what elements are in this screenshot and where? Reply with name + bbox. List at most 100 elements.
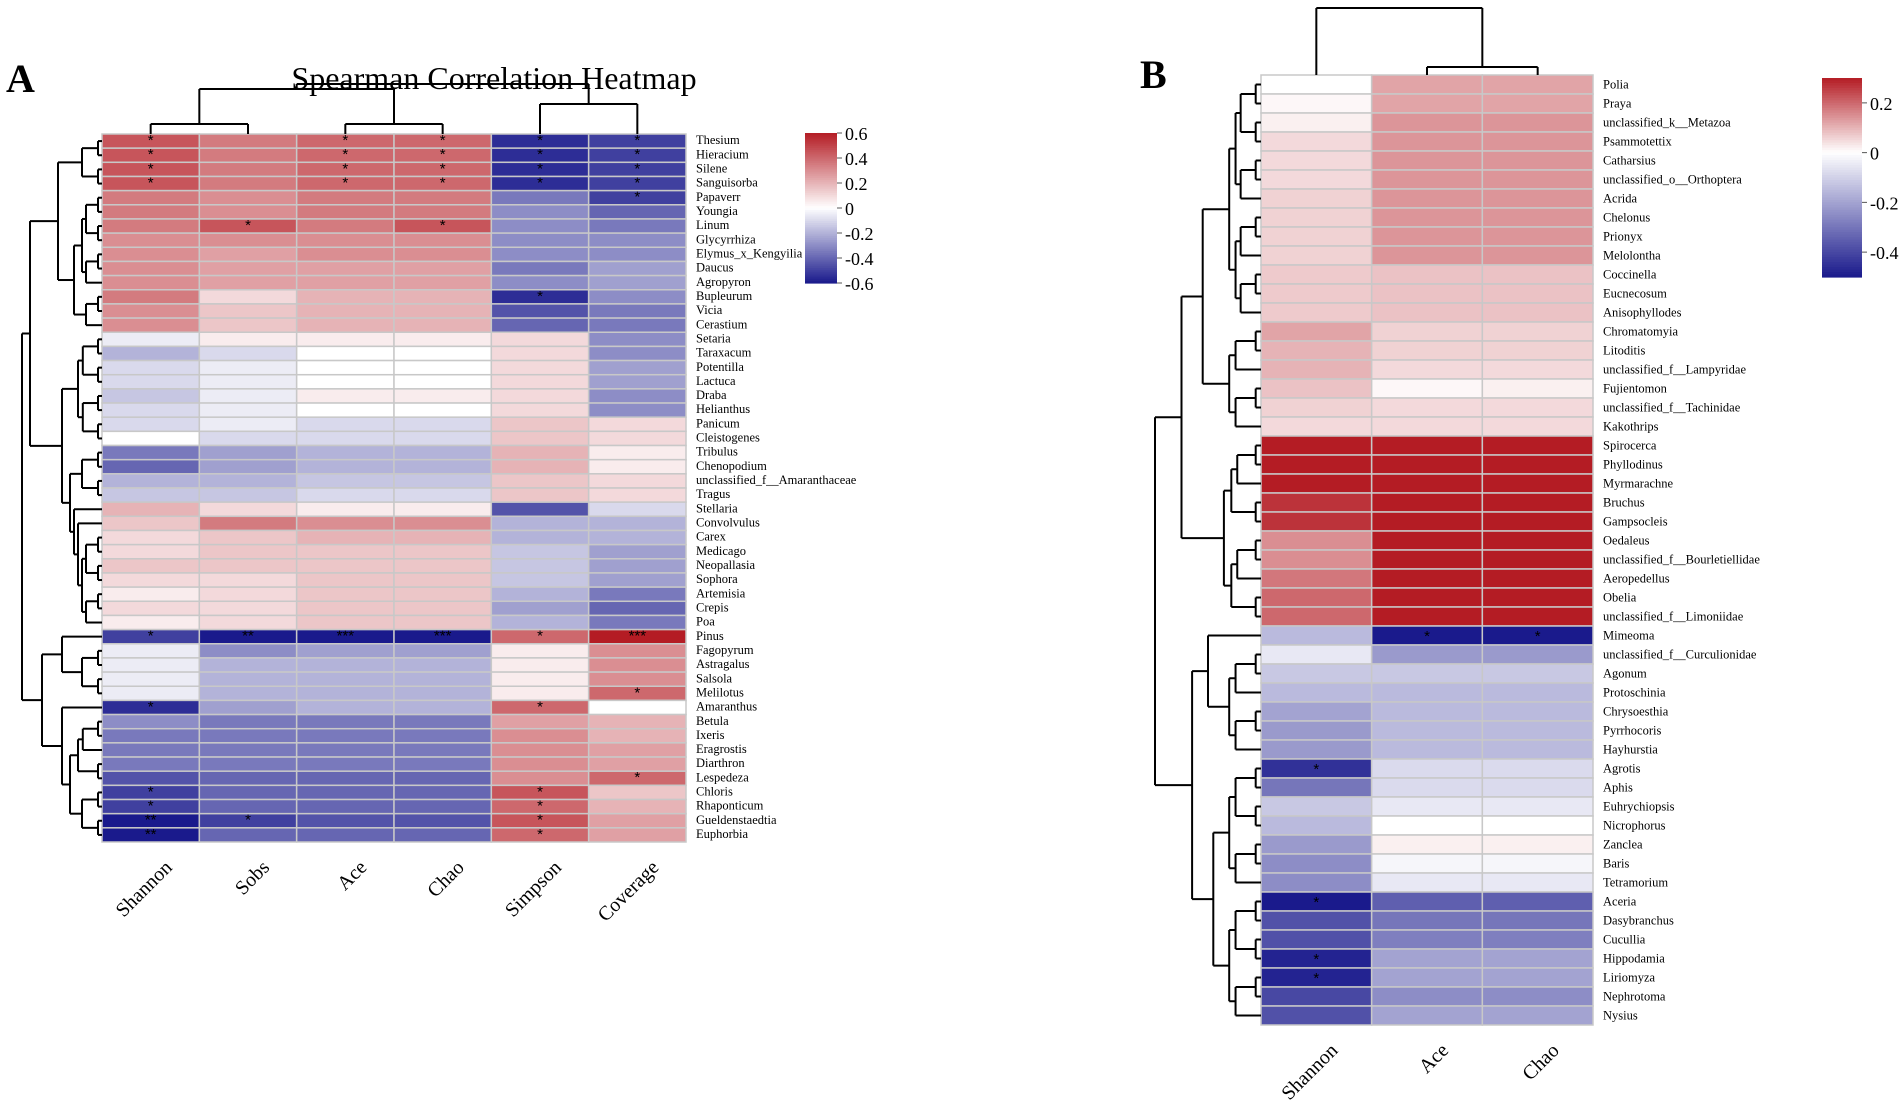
panel-a-row-label: Diarthron bbox=[696, 756, 745, 770]
panel-a-cell bbox=[101, 402, 201, 418]
panel-a-cell bbox=[198, 770, 298, 787]
panel-a-row-label: Potentilla bbox=[696, 360, 744, 374]
panel-a-colorbar-segment bbox=[805, 245, 837, 248]
panel-a-significance-mark: * bbox=[148, 175, 154, 192]
panel-a-cell bbox=[393, 671, 493, 687]
panel-a-cell bbox=[587, 713, 687, 730]
panel-a-colorbar-segment bbox=[805, 187, 837, 190]
panel-b-colorbar-segment bbox=[1822, 214, 1862, 218]
panel-a-colorbar-segment bbox=[805, 200, 837, 203]
panel-a-cell bbox=[198, 501, 298, 518]
panel-b-cell bbox=[1260, 815, 1373, 836]
panel-b-colorbar-segment bbox=[1822, 140, 1862, 144]
panel-a-colorbar-segment bbox=[805, 151, 837, 155]
panel-a-cell bbox=[101, 317, 201, 333]
panel-a-cell bbox=[490, 458, 590, 475]
panel-b-cell bbox=[1370, 815, 1484, 836]
panel-a-cell bbox=[198, 246, 298, 263]
panel-a-letter: A bbox=[6, 56, 35, 101]
panel-a-cell bbox=[393, 685, 493, 702]
panel-a-cell bbox=[393, 232, 493, 249]
panel-a-cell bbox=[490, 218, 590, 234]
panel-a-colorbar-segment bbox=[805, 236, 837, 239]
panel-a-cell bbox=[198, 345, 298, 362]
panel-a-colorbar-segment bbox=[805, 146, 837, 149]
panel-a-row-label: Bupleurum bbox=[696, 289, 753, 303]
panel-a-cell bbox=[295, 345, 395, 362]
panel-b-colorbar-segment bbox=[1822, 150, 1862, 154]
panel-a-cell bbox=[490, 416, 590, 433]
panel-a-cell bbox=[101, 742, 201, 758]
panel-b-cell bbox=[1481, 530, 1594, 551]
panel-a-cell bbox=[587, 501, 687, 518]
panel-b-cell bbox=[1260, 663, 1373, 684]
panel-a-cell bbox=[393, 388, 493, 404]
panel-b-colorbar-segment bbox=[1822, 112, 1862, 116]
panel-b-cell bbox=[1260, 188, 1373, 209]
panel-b-colorbar-segment bbox=[1822, 162, 1862, 166]
panel-a-cell bbox=[198, 331, 298, 348]
panel-b-cell bbox=[1370, 967, 1484, 988]
panel-a-colorbar-segment bbox=[805, 204, 837, 207]
panel-b-cell bbox=[1481, 986, 1594, 1007]
panel-b-colorbar-segment bbox=[1822, 217, 1862, 221]
panel-a-cell bbox=[101, 473, 201, 489]
panel-b-row-label: Chelonus bbox=[1603, 211, 1650, 225]
panel-b-cell bbox=[1370, 720, 1484, 741]
panel-a-cell bbox=[295, 204, 395, 220]
panel-a-cell bbox=[587, 699, 687, 716]
panel-b-cell bbox=[1370, 549, 1484, 570]
panel-a-cell bbox=[101, 713, 201, 730]
panel-a-cell bbox=[393, 529, 493, 546]
panel-a-cell bbox=[490, 317, 590, 333]
panel-b-row-label: unclassified_f__Bourletiellidae bbox=[1603, 553, 1760, 567]
panel-a-cell bbox=[295, 600, 395, 617]
panel-b-row-label: Polia bbox=[1603, 78, 1629, 92]
panel-b-cell bbox=[1481, 701, 1594, 722]
panel-a-cell bbox=[393, 402, 493, 418]
panel-b-cell bbox=[1481, 739, 1594, 760]
panel-a-colorbar-segment bbox=[805, 258, 837, 262]
panel-b-row-label: Baris bbox=[1603, 857, 1630, 871]
panel-b-colorbar-segment bbox=[1822, 192, 1862, 196]
panel-b-cell bbox=[1260, 644, 1373, 665]
panel-b-cell bbox=[1370, 758, 1484, 779]
panel-b-cell bbox=[1370, 682, 1484, 703]
panel-a-colorbar-segment bbox=[805, 266, 837, 269]
panel-a-colorbar-segment bbox=[805, 172, 837, 175]
panel-b-cell bbox=[1370, 644, 1484, 665]
panel-b-colorbar-segment bbox=[1822, 272, 1862, 276]
panel-a-colorbar-tick-label: -0.6 bbox=[845, 274, 874, 294]
panel-b-cell bbox=[1481, 511, 1594, 532]
panel-a-cell bbox=[393, 600, 493, 617]
panel-b-colorbar-segment bbox=[1822, 102, 1862, 106]
panel-a-cell bbox=[587, 586, 687, 603]
panel-b-significance-mark: * bbox=[1535, 628, 1541, 645]
panel-a-significance-mark: *** bbox=[337, 628, 355, 645]
panel-b-cell bbox=[1481, 416, 1594, 437]
panel-b-colorbar-segment bbox=[1822, 135, 1862, 139]
panel-a-cell bbox=[587, 416, 687, 433]
panel-a-colorbar-segment bbox=[805, 232, 837, 235]
panel-a-cell bbox=[490, 501, 590, 518]
panel-b-cell bbox=[1370, 872, 1484, 893]
panel-b-cell bbox=[1260, 416, 1373, 437]
panel-b-colorbar-segment bbox=[1822, 142, 1862, 146]
panel-a-cell bbox=[295, 543, 395, 560]
panel-b-cell bbox=[1370, 245, 1484, 266]
panel-a-row-label: Chenopodium bbox=[696, 459, 767, 473]
panel-b-cell bbox=[1260, 701, 1373, 722]
panel-b-row-label: Acrida bbox=[1603, 192, 1637, 206]
panel-b-cell bbox=[1260, 131, 1373, 152]
panel-a-colorbar-segment bbox=[805, 159, 837, 162]
panel-a-colorbar-segment bbox=[805, 262, 837, 265]
panel-a-cell bbox=[587, 246, 687, 263]
panel-b-cell bbox=[1370, 283, 1484, 304]
panel-a-colorbar-tick-label: -0.2 bbox=[845, 224, 874, 244]
panel-a-cell bbox=[295, 232, 395, 249]
panel-b-cell bbox=[1260, 568, 1373, 589]
panel-a-cell bbox=[198, 657, 298, 673]
panel-a-cell bbox=[198, 600, 298, 617]
panel-a-colorbar-segment bbox=[805, 196, 837, 200]
panel-a-colorbar-segment bbox=[805, 215, 837, 218]
